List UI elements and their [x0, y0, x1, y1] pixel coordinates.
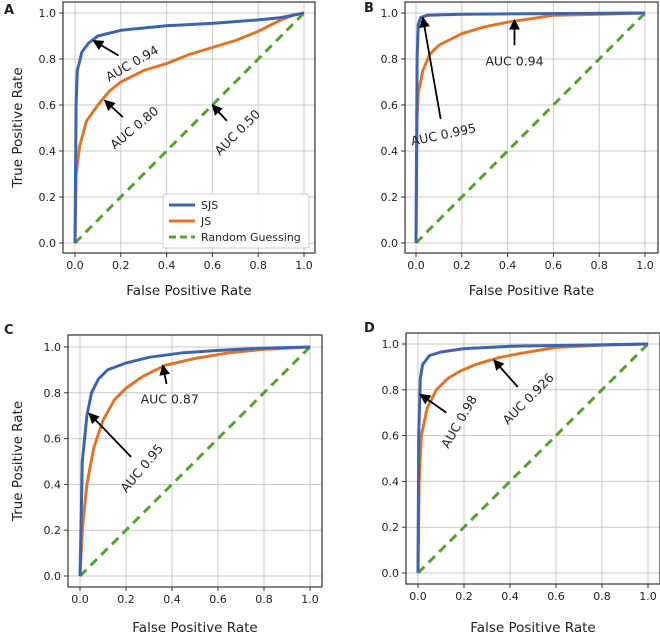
y-tick-label: 0.8	[381, 53, 399, 66]
x-tick-label: 0.0	[71, 593, 89, 606]
series-line-random	[73, 11, 306, 245]
y-tick-label: 1.0	[39, 7, 57, 20]
y-tick-label: 0.4	[44, 478, 62, 491]
annotation-arrow	[92, 39, 119, 57]
series-line-random	[416, 342, 650, 575]
legend-entry: Random Guessing	[201, 231, 301, 244]
y-tick-label: 0.8	[44, 387, 62, 400]
x-tick-label: 0.0	[409, 590, 427, 603]
y-tick-label: 0.8	[39, 53, 57, 66]
x-tick-label: 0.2	[112, 259, 130, 272]
y-tick-label: 0.2	[382, 521, 400, 534]
x-tick-label: 1.0	[639, 590, 657, 603]
x-tick-label: 0.8	[590, 259, 608, 272]
y-tick-label: 0.6	[381, 99, 399, 112]
roc-panel-d: 0.0 0.2 0.4 0.6 0.8 1.0 0.0 0.2 0.4 0.6 0.8 1.0 AUC …	[364, 321, 660, 636]
series-line-js	[416, 342, 649, 574]
y-tick-label: 0.0	[382, 567, 400, 580]
y-axis-label: True Positive Rate	[10, 67, 26, 188]
x-tick-label: 1.0	[301, 593, 319, 606]
annotation-arrow	[103, 99, 124, 118]
y-tick-label: 0.6	[39, 99, 57, 112]
x-tick-label: 0.8	[249, 259, 267, 272]
x-axis-label: False Positive Rate	[469, 283, 594, 299]
auc-annotation: AUC 0.50	[211, 106, 263, 158]
panel-label: B	[364, 1, 374, 16]
y-tick-label: 0.0	[39, 237, 57, 250]
series-line-random	[414, 11, 647, 245]
roc-panel-c: 0.0 0.2 0.4 0.6 0.8 1.0 0.0 0.2 0.4 0.6 0.8 1.0 AUC …	[4, 323, 323, 636]
series-line-sjs	[73, 11, 305, 244]
x-tick-label: 0.4	[163, 593, 181, 606]
annotation-arrow	[211, 104, 228, 122]
y-tick-label: 1.0	[382, 338, 400, 351]
x-tick-label: 0.8	[593, 590, 611, 603]
series-line-js	[73, 11, 305, 244]
legend-entry: JS	[200, 215, 211, 228]
roc-panel-b: 0.0 0.2 0.4 0.6 0.8 1.0 0.0 0.2 0.4 0.6 0.8 1.0 AUC …	[364, 1, 659, 299]
x-tick-label: 0.8	[255, 593, 273, 606]
y-tick-label: 0.0	[44, 570, 62, 583]
axes-frame	[62, 1, 316, 254]
auc-annotation: AUC 0.94	[485, 53, 543, 68]
y-tick-label: 0.4	[382, 475, 400, 488]
x-axis-label: False Positive Rate	[132, 620, 257, 636]
auc-annotation: AUC 0.995	[409, 120, 477, 148]
x-axis-label: False Positive Rate	[470, 620, 595, 636]
y-tick-label: 0.8	[382, 384, 400, 397]
annotation-arrow	[419, 16, 442, 120]
x-tick-label: 0.2	[453, 259, 471, 272]
annotation-arrow	[159, 364, 171, 385]
series-line-sjs	[78, 345, 311, 577]
axes-frame	[67, 334, 323, 588]
legend: SJS JS Random Guessing	[162, 193, 310, 249]
x-tick-label: 0.6	[545, 259, 563, 272]
y-tick-label: 0.2	[381, 191, 399, 204]
series-line-sjs	[416, 342, 649, 574]
x-tick-label: 0.6	[547, 590, 565, 603]
y-tick-label: 0.6	[382, 430, 400, 443]
y-tick-label: 0.6	[44, 433, 62, 446]
x-tick-label: 0.4	[501, 590, 519, 603]
annotation-arrow	[88, 412, 132, 458]
axes-frame	[404, 1, 659, 254]
y-tick-label: 0.2	[39, 191, 57, 204]
y-tick-label: 0.2	[44, 524, 62, 537]
x-axis-label: False Positive Rate	[126, 283, 251, 299]
panel-label: A	[4, 3, 14, 18]
x-tick-label: 0.0	[66, 259, 84, 272]
x-tick-label: 1.0	[295, 259, 313, 272]
y-axis-label: True Positive Rate	[10, 401, 26, 522]
roc-panel-a: 0.0 0.2 0.4 0.6 0.8 1.0 0.0 0.2 0.4 0.6 0.8 1.0 AUC …	[4, 1, 316, 299]
x-tick-label: 0.2	[455, 590, 473, 603]
y-tick-label: 1.0	[381, 7, 399, 20]
series-line-js	[78, 345, 311, 577]
legend-box	[162, 193, 310, 249]
axes-frame	[405, 332, 660, 585]
panel-label: C	[4, 323, 14, 338]
auc-annotation: AUC 0.98	[438, 393, 480, 451]
x-tick-label: 0.4	[158, 259, 176, 272]
x-tick-label: 0.4	[499, 259, 517, 272]
x-tick-label: 1.0	[636, 259, 654, 272]
y-tick-label: 1.0	[44, 341, 62, 354]
x-tick-label: 0.0	[407, 259, 425, 272]
y-tick-label: 0.4	[381, 145, 399, 158]
series-line-random	[78, 345, 312, 578]
x-tick-label: 0.2	[117, 593, 135, 606]
x-tick-label: 0.6	[204, 259, 222, 272]
y-tick-label: 0.0	[381, 237, 399, 250]
annotation-arrow	[493, 359, 519, 388]
panel-label: D	[364, 321, 375, 336]
legend-entry: SJS	[201, 199, 218, 212]
annotation-arrow	[419, 393, 447, 414]
y-tick-label: 0.4	[39, 145, 57, 158]
auc-annotation: AUC 0.926	[499, 370, 556, 427]
auc-annotation: AUC 0.87	[141, 392, 199, 407]
x-tick-label: 0.6	[209, 593, 227, 606]
